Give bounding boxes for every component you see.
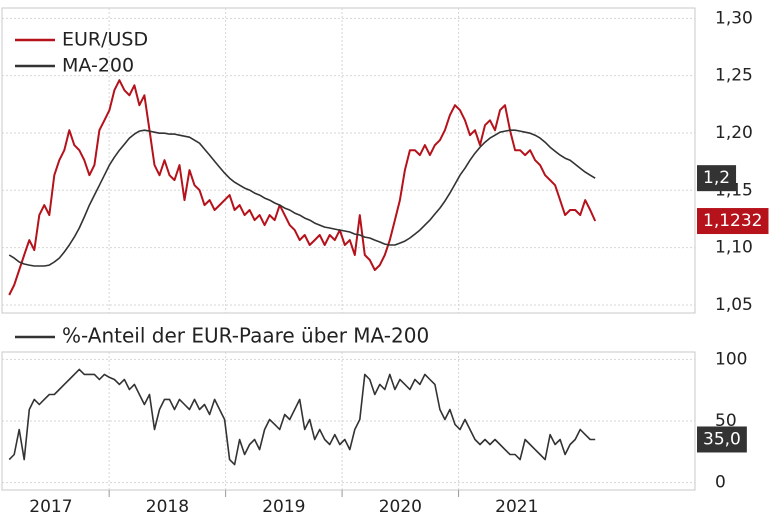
value-badge-label: 1,2 xyxy=(703,168,730,188)
x-tick-label: 2017 xyxy=(29,497,72,517)
legend-label: %-Anteil der EUR-Paare über MA-200 xyxy=(62,324,429,348)
x-tick-label: 2021 xyxy=(495,497,538,517)
y-tick-label: 1,05 xyxy=(715,295,753,315)
x-tick-label: 2020 xyxy=(379,497,422,517)
y-tick-label: 1,10 xyxy=(715,238,753,258)
y-tick-label: 1,25 xyxy=(715,66,753,86)
y-tick-label: 100 xyxy=(715,349,747,369)
x-tick-label: 2019 xyxy=(262,497,305,517)
value-badge xyxy=(697,165,737,192)
value-badge-label: 35,0 xyxy=(703,429,741,449)
legend-label: MA-200 xyxy=(62,55,134,77)
legend-label: EUR/USD xyxy=(62,29,148,51)
series-line xyxy=(8,129,596,267)
y-tick-label: 0 xyxy=(715,473,726,493)
series-line xyxy=(8,368,596,466)
value-badge xyxy=(697,426,747,453)
y-tick-label: 50 xyxy=(715,411,737,431)
x-tick-label: 2018 xyxy=(146,497,189,517)
y-tick-label: 1,30 xyxy=(715,8,753,28)
value-badge xyxy=(697,208,769,235)
value-badge-label: 1,1232 xyxy=(703,211,762,231)
series-line xyxy=(8,79,597,296)
y-tick-label: 1,20 xyxy=(715,123,753,143)
top-panel-frame xyxy=(1,7,696,314)
